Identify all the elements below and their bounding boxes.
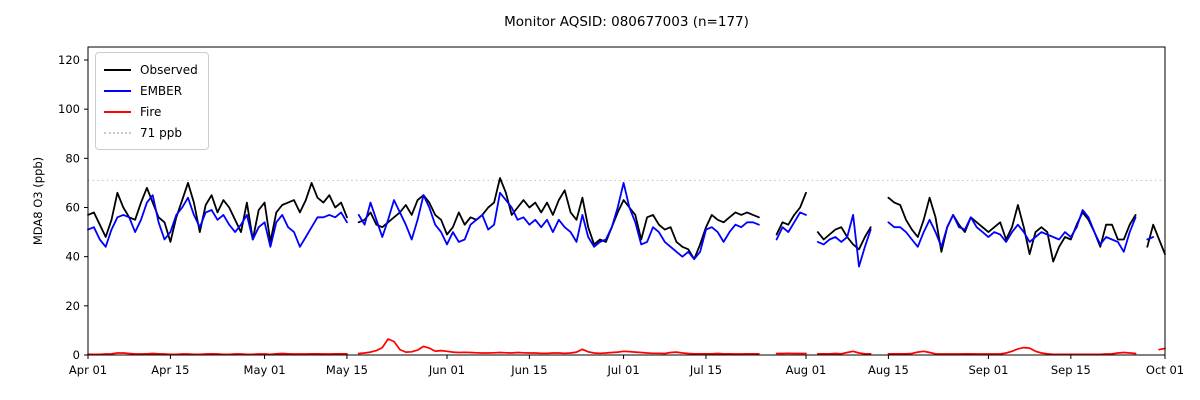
- x-tick-label: Sep 01: [968, 363, 1008, 377]
- legend-item-observed: Observed: [104, 59, 198, 80]
- legend-item-71-ppb: 71 ppb: [104, 122, 198, 143]
- x-tick-label: Jul 15: [689, 363, 722, 377]
- legend: Observed EMBER Fire 71 ppb: [95, 52, 209, 150]
- x-tick-label: Jul 01: [606, 363, 639, 377]
- x-tick-label: May 01: [244, 363, 286, 377]
- y-tick-label: 0: [73, 348, 80, 362]
- legend-item-ember: EMBER: [104, 80, 198, 101]
- x-tick-label: Jun 01: [428, 363, 465, 377]
- observed-line: [87, 177, 1166, 263]
- plot-border: [87, 46, 1166, 356]
- x-tick-label: Jun 15: [510, 363, 547, 377]
- chart-title: Monitor AQSID: 080677003 (n=177): [504, 14, 749, 30]
- legend-label: Observed: [140, 62, 198, 77]
- x-tick-label: Aug 01: [786, 363, 827, 377]
- legend-item-fire: Fire: [104, 101, 198, 122]
- legend-label: 71 ppb: [140, 125, 182, 140]
- y-tick-label: 40: [65, 250, 80, 264]
- ember-line: [87, 182, 1155, 268]
- legend-line-swatch: [104, 131, 131, 134]
- x-tick-label: Oct 01: [1146, 363, 1184, 377]
- legend-label: EMBER: [140, 83, 183, 98]
- y-tick-label: 80: [65, 151, 80, 165]
- x-tick-label: Aug 15: [868, 363, 909, 377]
- fire-line: [87, 338, 1166, 356]
- y-tick-label: 60: [65, 201, 80, 215]
- x-tick-label: Apr 15: [151, 363, 189, 377]
- x-tick-label: May 15: [326, 363, 368, 377]
- y-tick-label: 20: [65, 299, 80, 313]
- y-tick-label: 100: [58, 102, 80, 116]
- legend-label: Fire: [140, 104, 162, 119]
- y-tick-label: 120: [58, 53, 80, 67]
- x-tick-label: Sep 15: [1051, 363, 1091, 377]
- legend-line-swatch: [104, 110, 131, 113]
- x-tick-label: Apr 01: [69, 363, 107, 377]
- legend-line-swatch: [104, 68, 131, 71]
- legend-line-swatch: [104, 89, 131, 92]
